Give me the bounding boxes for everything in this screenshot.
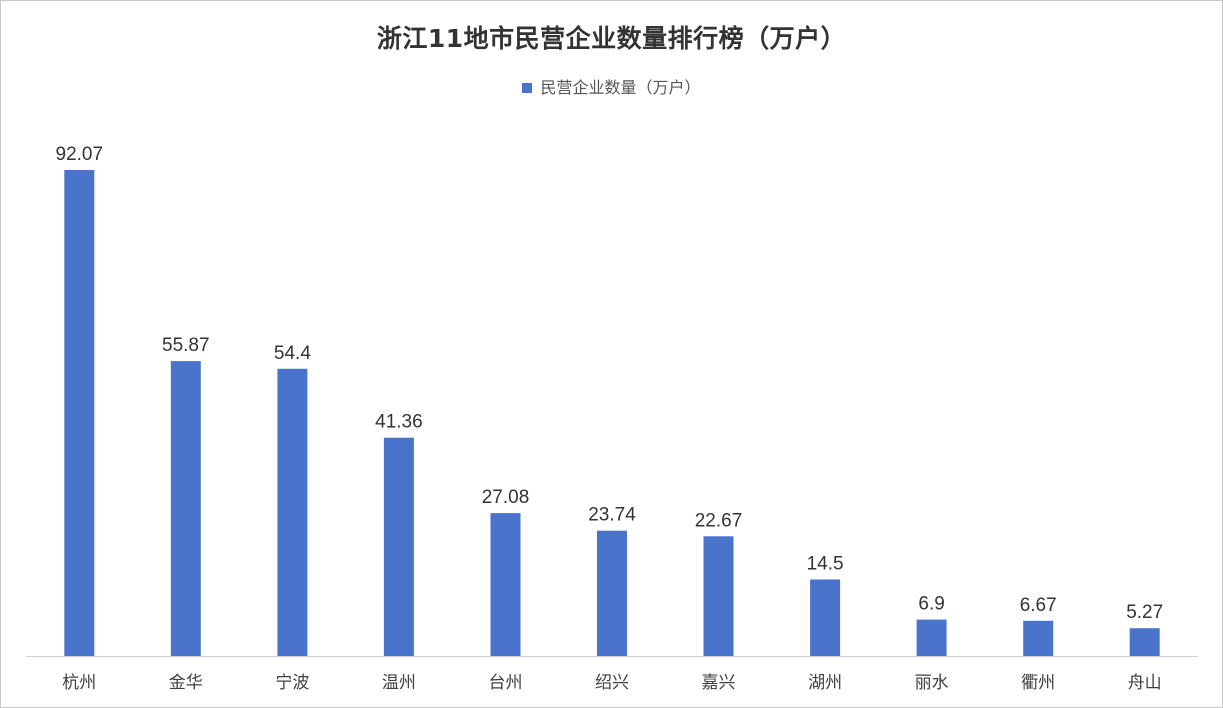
data-label-4: 27.08 (482, 487, 530, 508)
x-tick-label-4: 台州 (489, 673, 523, 693)
data-label-8: 6.9 (918, 594, 944, 615)
data-label-10: 5.27 (1126, 602, 1163, 623)
bar-7 (810, 579, 841, 656)
bar-8 (916, 619, 947, 656)
bar-5 (597, 530, 627, 656)
x-tick-label-0: 杭州 (62, 673, 96, 693)
bar-1 (170, 361, 201, 656)
bar-4 (490, 513, 521, 656)
x-tick-label-9: 衢州 (1021, 672, 1055, 693)
x-tick-label-7: 湖州 (808, 673, 842, 693)
legend-swatch (522, 83, 533, 93)
data-label-7: 14.5 (807, 554, 844, 575)
x-tick-label-5: 绍兴 (595, 673, 629, 693)
legend: 民营企业数量（万户） (1, 74, 1222, 98)
x-tick-label-8: 丽水 (915, 673, 949, 693)
x-tick-label-3: 温州 (382, 673, 416, 693)
x-tick-label-10: 舟山 (1128, 673, 1162, 693)
data-label-5: 23.74 (588, 505, 636, 526)
data-label-3: 41.36 (375, 412, 423, 433)
chart-title: 浙江11地市民营企业数量排行榜（万户） (376, 24, 847, 53)
data-label-9: 6.67 (1020, 595, 1057, 616)
data-label-2: 54.4 (274, 343, 311, 364)
x-tick-label-6: 嘉兴 (702, 673, 736, 693)
bar-3 (383, 437, 414, 656)
data-label-6: 22.67 (695, 510, 743, 531)
bar-0 (64, 170, 95, 656)
x-tick-label-2: 宁波 (275, 673, 309, 693)
data-label-1: 55.87 (162, 335, 210, 356)
bar-10 (1129, 628, 1160, 656)
x-tick-label-1: 金华 (169, 673, 203, 693)
bar-6 (703, 536, 734, 656)
bar-2 (277, 368, 308, 656)
legend-label: 民营企业数量（万户） (540, 78, 701, 97)
bar-9 (1023, 620, 1054, 656)
data-label-0: 92.07 (56, 144, 104, 165)
